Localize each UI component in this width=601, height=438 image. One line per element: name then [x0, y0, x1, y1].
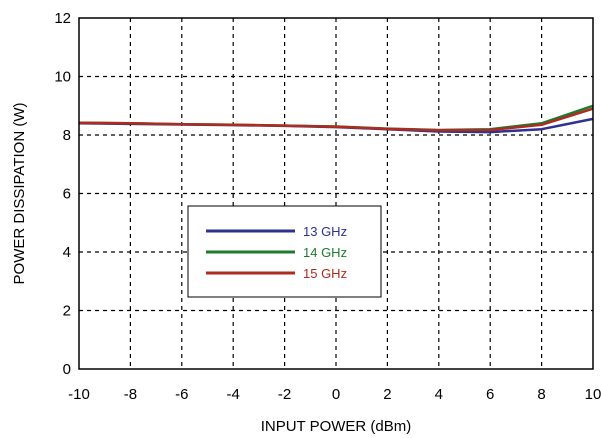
- legend-label-1: 13 GHz: [303, 224, 347, 239]
- x-tick-label: -8: [124, 386, 137, 403]
- chart-series: [78, 104, 594, 134]
- y-tick-label: 2: [63, 303, 71, 320]
- x-axis-ticks: -10 -8 -6 -4 -2 0 2 4 6 8 10: [68, 386, 601, 403]
- chart-legend: 13 GHz 14 GHz 15 GHz: [187, 205, 382, 298]
- x-tick-label: 2: [383, 386, 391, 403]
- x-tick-label: -10: [68, 386, 90, 403]
- y-tick-label: 12: [54, 10, 71, 27]
- legend-label-3: 15 GHz: [303, 266, 347, 281]
- x-tick-label: 8: [537, 386, 545, 403]
- x-tick-label: 6: [486, 386, 494, 403]
- y-tick-label: 6: [63, 186, 71, 203]
- y-tick-label: 4: [63, 244, 71, 261]
- x-axis-label: INPUT POWER (dBm): [261, 418, 412, 435]
- x-tick-label: 4: [435, 386, 443, 403]
- y-axis-label: POWER DISSIPATION (W): [11, 103, 28, 285]
- y-tick-label: 0: [63, 361, 71, 378]
- x-tick-label: -6: [175, 386, 188, 403]
- series-line-3: [78, 107, 594, 132]
- legend-label-2: 14 GHz: [303, 245, 347, 260]
- x-tick-label: 0: [332, 386, 340, 403]
- plot-frame: [78, 17, 594, 370]
- chart-grid: [79, 18, 593, 369]
- y-tick-label: 8: [63, 127, 71, 144]
- x-tick-label: -4: [227, 386, 240, 403]
- x-tick-label: 10: [585, 386, 601, 403]
- y-axis-ticks: 0 2 4 6 8 10 12: [54, 10, 71, 378]
- x-tick-label: -2: [278, 386, 291, 403]
- y-tick-label: 10: [54, 69, 71, 86]
